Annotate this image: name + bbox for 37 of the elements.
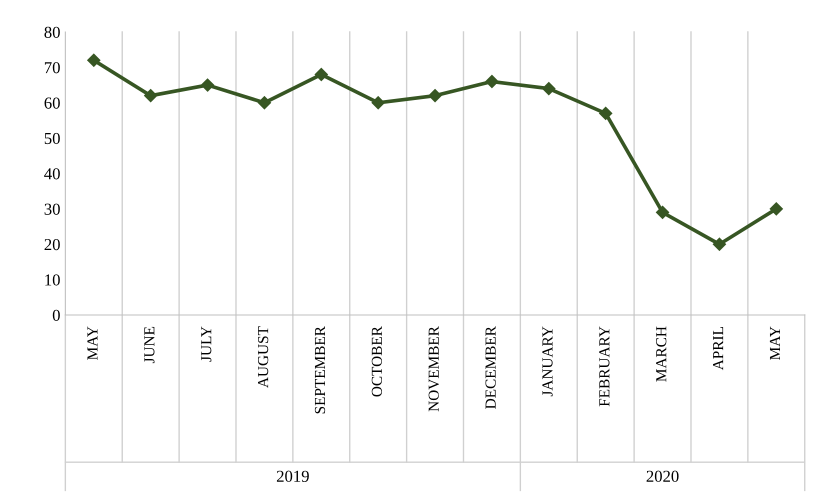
x-tick-label: FEBRUARY — [599, 326, 610, 406]
x-tick-label: MAY — [87, 326, 98, 360]
point — [485, 74, 499, 88]
y-tick-label: 70 — [44, 62, 60, 74]
point — [144, 89, 158, 102]
y-tick-label: 30 — [44, 204, 60, 215]
y-tick-label: 40 — [44, 168, 60, 180]
x-tick-label: JUNE — [144, 326, 154, 364]
text: 2019 — [276, 470, 309, 482]
point — [599, 106, 612, 120]
x-tick-label: OCTOBER — [372, 326, 382, 397]
y-tick-label: 80 — [44, 26, 60, 38]
point — [314, 68, 328, 82]
y-tick-label: 60 — [44, 97, 60, 109]
point — [372, 96, 385, 110]
x-tick-label: DECEMBER — [485, 326, 496, 409]
y-tick-label: 0 — [52, 310, 60, 321]
x-tick-label: JULY — [201, 326, 212, 362]
y-tick-label: 50 — [44, 132, 60, 144]
point — [258, 96, 272, 110]
x-tick-label: NOVEMBER — [428, 326, 439, 412]
point — [428, 89, 442, 102]
point — [656, 206, 670, 219]
x-tick-label: SEPTEMBER — [314, 326, 326, 414]
point — [712, 238, 726, 251]
x-tick-label: JANUARY — [542, 326, 553, 396]
x-tick-label: MARCH — [656, 326, 666, 382]
point — [87, 54, 100, 67]
x-tick-label: APRIL — [713, 327, 724, 370]
point — [200, 78, 214, 92]
text: 2020 — [646, 470, 679, 482]
y-tick-label: 10 — [45, 274, 60, 286]
x-tick-label: MAY — [770, 326, 780, 360]
point — [542, 82, 556, 96]
point — [770, 202, 783, 216]
x-tick-label: AUGUST — [258, 326, 268, 388]
y-tick-label: 20 — [44, 238, 60, 250]
